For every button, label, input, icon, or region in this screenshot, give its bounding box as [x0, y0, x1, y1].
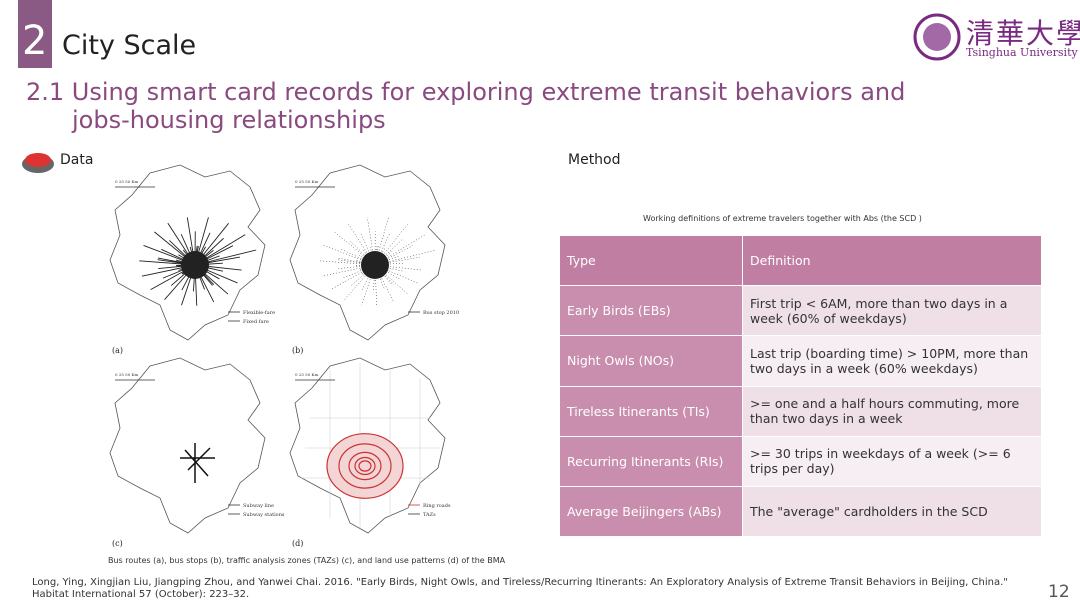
- scale-label: 0 25 50 Km: [115, 372, 139, 377]
- map-outline: [289, 357, 446, 534]
- type-cell: Early Birds (EBs): [560, 286, 742, 336]
- map-caption: Bus routes (a), bus stops (b), traffic a…: [108, 556, 506, 565]
- panel-label: (d): [292, 539, 303, 548]
- map-outline: [109, 164, 266, 341]
- map-outline: [109, 357, 266, 534]
- section-block: [18, 0, 52, 68]
- legend-label: Fixed fare: [243, 319, 269, 325]
- legend-label: Subway stations: [243, 512, 285, 518]
- logo-chinese: 清華大學: [966, 17, 1080, 50]
- table-header: Definition: [743, 236, 1041, 286]
- table-header: Type: [560, 236, 742, 286]
- ring-road: [338, 443, 392, 489]
- title: City Scale: [62, 30, 197, 61]
- definition-cell: The "average" cardholders in the SCD: [743, 487, 1041, 537]
- definition-cell: >= one and a half hours commuting, more …: [743, 386, 1041, 436]
- type-cell: Night Owls (NOs): [560, 336, 742, 386]
- map-panel: 0 25 50 Km Flexible-fare Fixed fare (a): [109, 164, 275, 355]
- reference: Long, Ying, Xingjian Liu, Jiangping Zhou…: [32, 577, 1008, 600]
- subtitle-line: 2.1 Using smart card records for explori…: [26, 78, 906, 106]
- scale-label: 0 25 50 Km: [295, 179, 319, 184]
- center: [361, 251, 389, 279]
- logo-english: Tsinghua University: [966, 46, 1078, 59]
- map-panel: 0 25 50 Km Ring roads TAZs (d): [289, 357, 451, 548]
- subtitle-line: jobs-housing relationships: [72, 106, 386, 134]
- ring-road: [326, 433, 404, 499]
- logo-seal: [913, 13, 961, 61]
- method-label: Method: [568, 152, 621, 168]
- center: [181, 251, 209, 279]
- subway: [180, 443, 215, 483]
- type-cell: Tireless Itinerants (TIs): [560, 386, 742, 436]
- legend-label: TAZs: [423, 512, 436, 518]
- definition-cell: >= 30 trips in weekdays of a week (>= 6 …: [743, 436, 1041, 486]
- data-icon: [22, 153, 54, 173]
- ring-road: [354, 456, 376, 476]
- type-cell: Recurring Itinerants (RIs): [560, 436, 742, 486]
- legend-label: Flexible-fare: [243, 310, 275, 316]
- scale-label: 0 25 50 Km: [295, 372, 319, 377]
- definition-cell: First trip < 6AM, more than two days in …: [743, 286, 1041, 336]
- panel-label: (a): [112, 346, 123, 355]
- scale-label: 0 25 50 Km: [115, 179, 139, 184]
- map-panel: 0 25 50 Km Bus stop 2010 (b): [289, 164, 459, 355]
- legend-label: Subway line: [243, 503, 274, 509]
- data-label: Data: [60, 152, 94, 168]
- table-caption: Working definitions of extreme travelers…: [643, 214, 922, 223]
- panel-label: (c): [112, 539, 123, 548]
- type-cell: Average Beijingers (ABs): [560, 487, 742, 537]
- panel-label: (b): [292, 346, 303, 355]
- page-number: 12: [1048, 582, 1070, 602]
- map-outline: [289, 164, 446, 341]
- legend-label: Ring roads: [423, 503, 451, 509]
- legend-label: Bus stop 2010: [423, 310, 459, 316]
- definition-cell: Last trip (boarding time) > 10PM, more t…: [743, 336, 1041, 386]
- section-number: 2: [22, 18, 48, 64]
- ring-road: [348, 451, 382, 481]
- map-panel: 0 25 50 Km Subway line Subway stations (c): [109, 357, 285, 548]
- ring-road: [358, 460, 372, 472]
